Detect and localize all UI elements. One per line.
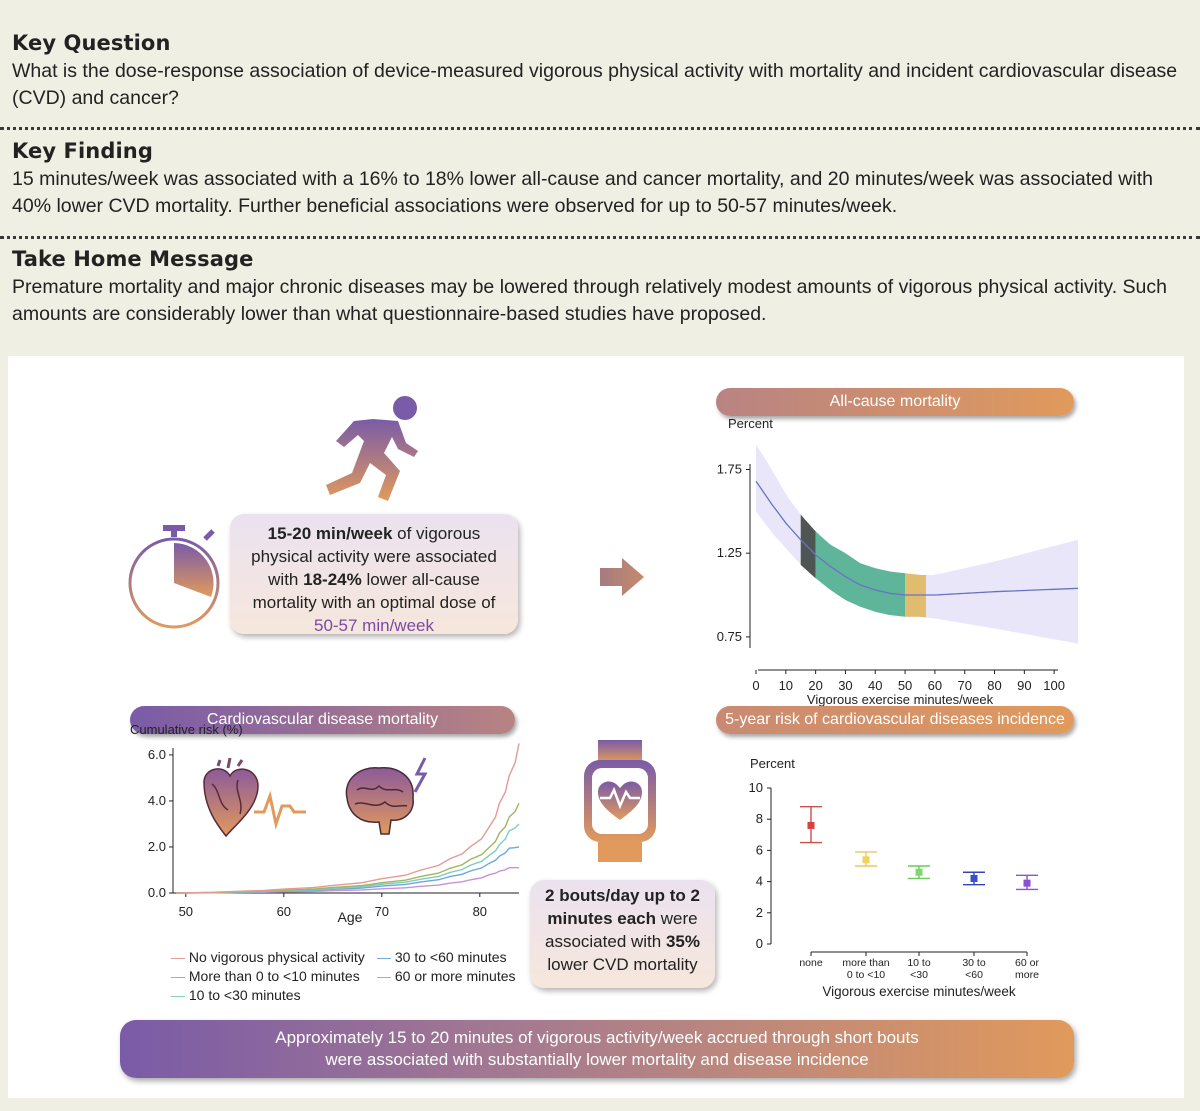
cvd-mortality-chart: Cumulative risk (%) 0.0 2.0 4.0 6.0 50 60 70 80 A… <box>130 722 520 925</box>
heart-icon <box>203 757 306 838</box>
y-tick-label: 0 <box>756 936 763 951</box>
y-tick-label: 10 <box>749 780 763 795</box>
stopwatch-icon <box>128 525 220 629</box>
runner-icon <box>326 396 418 501</box>
x-tick-label: 30 <box>838 678 852 693</box>
bottom-message: Approximately 15 to 20 minutes of vigoro… <box>120 1020 1074 1078</box>
legend-item: — 60 or more minutes <box>377 968 516 984</box>
bottom-message-line: Approximately 15 to 20 minutes of vigoro… <box>275 1028 919 1047</box>
cvd-legend: — 30 to <60 minutes — 60 or more minutes <box>377 948 516 986</box>
key-question-text: What is the dose-response association of… <box>12 60 1178 109</box>
series-line <box>175 743 520 894</box>
highlight-band <box>815 531 906 617</box>
legend-item: — 30 to <60 minutes <box>377 949 507 965</box>
take-home-heading: Take Home Message <box>12 247 254 271</box>
bouts-text: were associated with <box>545 909 698 951</box>
summary-dose: 15-20 min/week <box>267 524 393 543</box>
x-tick-label: 40 <box>868 678 882 693</box>
key-finding-text: 15 minutes/week was associated with a 16… <box>12 168 1153 217</box>
y-axis-label: Percent <box>750 756 795 771</box>
smartwatch-icon <box>584 740 656 862</box>
y-tick-label: 0.75 <box>717 629 742 644</box>
x-tick-label: none <box>799 957 823 969</box>
all-cause-mortality-chart: 0.75 1.25 1.75 0 10 20 30 40 50 60 70 80 90 100 Percen… <box>717 416 1079 707</box>
y-tick-label: 2 <box>756 905 763 920</box>
key-finding-section: Key Finding 15 minutes/week was associat… <box>12 139 1190 220</box>
x-tick-label: 10 <box>779 678 793 693</box>
divider <box>0 127 1200 130</box>
all-cause-mortality-title: All-cause mortality <box>716 388 1074 416</box>
summary-percent: 18-24% <box>303 570 362 589</box>
cvd-legend: — No vigorous physical activity — More t… <box>171 948 365 1005</box>
take-home-text: Premature mortality and major chronic di… <box>12 276 1167 325</box>
graphical-abstract: 15-20 min/week of vigorous physical acti… <box>8 356 1184 1098</box>
x-tick-label: <60 <box>965 969 983 981</box>
legend-item: — No vigorous physical activity <box>171 949 365 965</box>
key-finding-heading: Key Finding <box>12 139 153 163</box>
x-tick-label: 60 or <box>1015 957 1039 969</box>
divider <box>0 236 1200 239</box>
data-point <box>1023 879 1031 887</box>
y-tick-label: 4.0 <box>148 793 166 808</box>
y-axis-label: Percent <box>728 416 773 431</box>
cvd-incidence-title: 5-year risk of cardiovascular diseases i… <box>716 706 1074 734</box>
take-home-section: Take Home Message Premature mortality an… <box>12 247 1190 328</box>
data-point <box>915 868 923 876</box>
y-tick-label: 2.0 <box>148 839 166 854</box>
y-tick-label: 1.25 <box>717 545 742 560</box>
summary-text: lower all-cause mortality with an optima… <box>252 570 496 612</box>
key-question-heading: Key Question <box>12 31 171 55</box>
y-tick-label: 0.0 <box>148 885 166 900</box>
x-axis-label: Vigorous exercise minutes/week <box>822 984 1016 999</box>
summary-box: 15-20 min/week of vigorous physical acti… <box>230 514 518 635</box>
x-axis-label: Vigorous exercise minutes/week <box>807 692 994 707</box>
bottom-message-line: were associated with substantially lower… <box>325 1050 869 1069</box>
bouts-box: 2 bouts/day up to 2 minutes each were as… <box>530 880 715 988</box>
x-tick-label: more than <box>842 957 889 969</box>
x-tick-label: <30 <box>910 969 928 981</box>
x-tick-label: more <box>1015 969 1039 981</box>
x-tick-label: 60 <box>277 904 291 919</box>
y-tick-label: 4 <box>756 874 763 889</box>
x-tick-label: 10 to <box>907 957 931 969</box>
y-axis-label: Cumulative risk (%) <box>130 722 243 737</box>
key-question-section: Key Question What is the dose-response a… <box>12 31 1190 112</box>
summary-text: of vigorous physical activity were assoc… <box>251 524 497 589</box>
x-axis-label: Age <box>338 909 363 925</box>
x-tick-label: 60 <box>928 678 942 693</box>
data-point <box>862 856 870 864</box>
bouts-percent: 35% <box>665 932 700 951</box>
estimate-line <box>755 480 1079 596</box>
x-tick-label: 80 <box>473 904 487 919</box>
cvd-mortality-title: Cardiovascular disease mortality <box>130 706 515 734</box>
y-tick-label: 1.75 <box>717 461 742 476</box>
x-tick-label: 0 to <10 <box>847 969 885 981</box>
x-tick-label: 20 <box>808 678 822 693</box>
x-tick-label: 70 <box>957 678 971 693</box>
x-tick-label: 0 <box>752 678 759 693</box>
summary-optimal-dose: 50-57 min/week <box>313 616 434 635</box>
arrow-right-icon <box>600 558 644 596</box>
legend-item: — 10 to <30 minutes <box>171 987 301 1003</box>
series-line <box>175 802 520 894</box>
x-tick-label: 90 <box>1017 678 1031 693</box>
legend-item: — More than 0 to <10 minutes <box>171 968 360 984</box>
data-point <box>970 874 978 882</box>
y-tick-label: 6 <box>756 842 763 857</box>
bouts-text: lower CVD mortality <box>547 955 698 974</box>
y-tick-label: 8 <box>756 811 763 826</box>
data-point <box>807 821 815 829</box>
x-tick-label: 100 <box>1043 678 1065 693</box>
x-tick-label: 70 <box>375 904 389 919</box>
x-tick-label: 50 <box>179 904 193 919</box>
y-tick-label: 6.0 <box>148 747 166 762</box>
bouts-text: 2 bouts/day up to 2 minutes each <box>545 886 700 928</box>
brain-icon <box>345 757 428 835</box>
x-tick-label: 50 <box>898 678 912 693</box>
x-tick-label: 80 <box>987 678 1001 693</box>
x-tick-label: 30 to <box>962 957 986 969</box>
